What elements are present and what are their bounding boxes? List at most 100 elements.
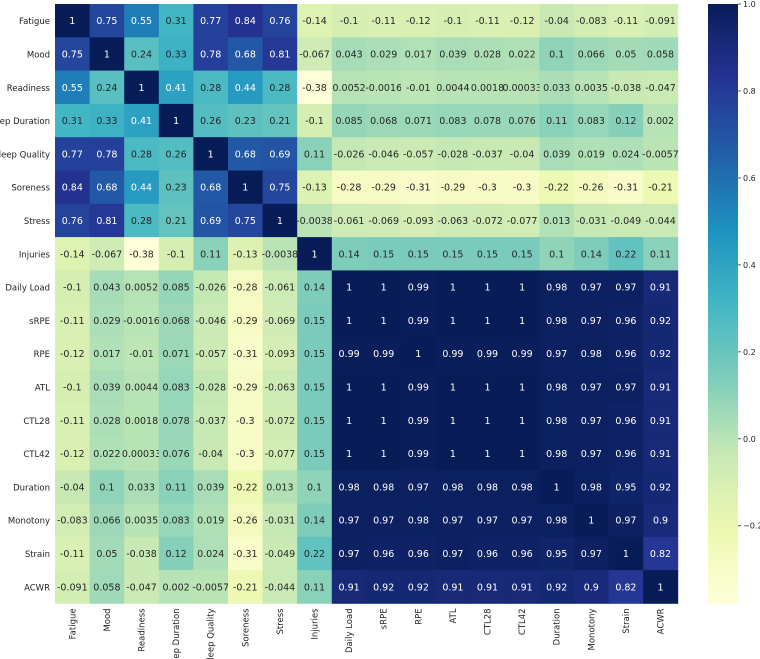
heatmap-cell-fatigue-injuries: [297, 4, 333, 38]
heatmap-cell-monotony-acwr: [643, 503, 679, 538]
heatmap-cell-mood-sleep-quality: [193, 37, 229, 71]
column-label-stress: Stress: [276, 608, 286, 635]
heatmap-value-label: 1: [484, 382, 490, 393]
heatmap-value-label: 0.05: [615, 49, 636, 60]
heatmap-value-label: 1: [519, 316, 525, 327]
heatmap-cell-ctl42-sleep-duration: [158, 436, 194, 471]
heatmap-value-label: 0.99: [408, 416, 429, 427]
heatmap-cell-strain-sleep-duration: [158, 536, 194, 571]
heatmap-cell-ctl42-readiness: [124, 436, 160, 471]
heatmap-value-label: 0.99: [408, 283, 429, 294]
heatmap-cell-acwr-ctl42: [504, 570, 540, 604]
heatmap-value-label: -0.093: [403, 216, 434, 227]
heatmap-value-label: -0.26: [233, 516, 258, 527]
heatmap-cell-sleep-quality-srpe: [366, 137, 402, 171]
colorbar-tick-label: 0.2: [743, 348, 756, 357]
heatmap-value-label: -0.072: [472, 216, 503, 227]
heatmap-value-label: -0.11: [371, 16, 396, 27]
heatmap-cell-ctl28-readiness: [124, 403, 160, 438]
heatmap-cell-sleep-duration-ctl42: [504, 103, 540, 138]
heatmap-cell-monotony-fatigue: [55, 503, 90, 538]
heatmap-cell-atl-stress: [262, 370, 298, 404]
heatmap-value-label: 1: [311, 249, 317, 260]
heatmap-value-label: 0.14: [339, 249, 360, 260]
heatmap-value-label: -0.067: [299, 49, 330, 60]
row-label-atl: ATL: [35, 383, 50, 393]
heatmap-cell-soreness-daily-load: [331, 170, 367, 205]
heatmap-value-label: 0.97: [512, 516, 533, 527]
heatmap-value-label: 0.96: [373, 549, 394, 560]
heatmap-cell-monotony-mood: [89, 503, 125, 538]
colorbar-tick-label: 0.0: [743, 435, 756, 444]
heatmap-value-label: 0.0018: [125, 416, 158, 427]
heatmap-value-label: 0.9: [584, 582, 599, 593]
heatmap-cell-injuries-soreness: [228, 237, 263, 271]
heatmap-value-label: 0.91: [512, 582, 533, 593]
heatmap-value-label: 0.96: [615, 449, 636, 460]
heatmap-cell-acwr-mood: [89, 570, 125, 604]
heatmap-value-label: 0.98: [546, 283, 567, 294]
heatmap-cell-readiness-atl: [435, 70, 471, 105]
row-label-daily-load: Daily Load: [5, 284, 50, 294]
heatmap-cell-readiness-monotony: [574, 70, 609, 105]
heatmap-cell-daily-load-sleep-duration: [158, 270, 194, 305]
heatmap-cell-daily-load-mood: [89, 270, 125, 305]
heatmap-cell-soreness-ctl42: [504, 170, 540, 205]
heatmap-value-label: -0.069: [265, 316, 296, 327]
heatmap-value-label: 0.81: [96, 216, 117, 227]
heatmap-cell-injuries-sleep-quality: [193, 237, 229, 271]
heatmap-cell-soreness-sleep-duration: [158, 170, 194, 205]
heatmap-cell-mood-fatigue: [55, 37, 90, 71]
heatmap-value-label: -0.38: [129, 249, 154, 260]
heatmap-cell-mood-stress: [262, 37, 298, 71]
heatmap-cell-rpe-fatigue: [55, 337, 90, 371]
heatmap-cell-mood-mood: [89, 37, 125, 71]
heatmap-cell-ctl28-rpe: [401, 403, 436, 438]
heatmap-value-label: 0.085: [162, 283, 189, 294]
heatmap-value-label: -0.091: [57, 582, 88, 593]
heatmap-value-label: -0.31: [233, 549, 258, 560]
heatmap-cell-duration-mood: [89, 470, 125, 504]
heatmap-cell-rpe-rpe: [401, 337, 436, 371]
heatmap-cell-fatigue-ctl42: [504, 4, 540, 38]
heatmap-cells: 1 0.75 0.55 0.31 0.77 0.84 0.76 -0.14 -0.1 -0.11-…: [55, 4, 679, 604]
heatmap-cell-readiness-srpe: [366, 70, 402, 105]
heatmap-cell-duration-ctl42: [504, 470, 540, 504]
heatmap-cell-strain-acwr: [643, 536, 679, 571]
heatmap-cell-readiness-soreness: [228, 70, 263, 105]
heatmap-cell-ctl28-soreness: [228, 403, 263, 438]
heatmap-cell-atl-ctl28: [470, 370, 506, 404]
heatmap-cell-srpe-acwr: [643, 303, 679, 338]
heatmap-value-label: -0.21: [233, 582, 258, 593]
column-label-srpe: sRPE: [380, 608, 390, 629]
heatmap-cell-monotony-daily-load: [331, 503, 367, 538]
heatmap-value-label: 0.98: [581, 482, 602, 493]
heatmap-value-label: 0.98: [546, 416, 567, 427]
heatmap-value-label: 0.15: [408, 249, 429, 260]
heatmap-value-label: 0.97: [581, 416, 602, 427]
heatmap-value-label: 0.15: [442, 249, 463, 260]
heatmap-cell-readiness-mood: [89, 70, 125, 105]
heatmap-cell-rpe-stress: [262, 337, 298, 371]
heatmap-cell-fatigue-readiness: [124, 4, 160, 38]
heatmap-value-label: 0.058: [93, 582, 120, 593]
heatmap-cell-monotony-readiness: [124, 503, 160, 538]
heatmap-cell-ctl42-ctl28: [470, 436, 506, 471]
heatmap-cell-sleep-duration-rpe: [401, 103, 436, 138]
heatmap-cell-sleep-duration-acwr: [643, 103, 679, 138]
heatmap-cell-srpe-ctl28: [470, 303, 506, 338]
heatmap-value-label: -0.1: [305, 116, 324, 127]
heatmap-cell-fatigue-srpe: [366, 4, 402, 38]
row-label-duration: Duration: [13, 483, 50, 493]
heatmap-cell-duration-rpe: [401, 470, 436, 504]
heatmap-value-label: 0.44: [235, 83, 256, 94]
heatmap-cell-atl-acwr: [643, 370, 679, 404]
heatmap-cell-fatigue-ctl28: [470, 4, 506, 38]
heatmap-cell-ctl28-duration: [539, 403, 575, 438]
heatmap-value-label: 0.033: [543, 83, 570, 94]
heatmap-cell-atl-fatigue: [55, 370, 90, 404]
heatmap-cell-sleep-quality-readiness: [124, 137, 160, 171]
heatmap-value-label: 0.15: [304, 416, 325, 427]
heatmap-cell-strain-rpe: [401, 536, 436, 571]
heatmap-value-label: 0.78: [200, 49, 221, 60]
